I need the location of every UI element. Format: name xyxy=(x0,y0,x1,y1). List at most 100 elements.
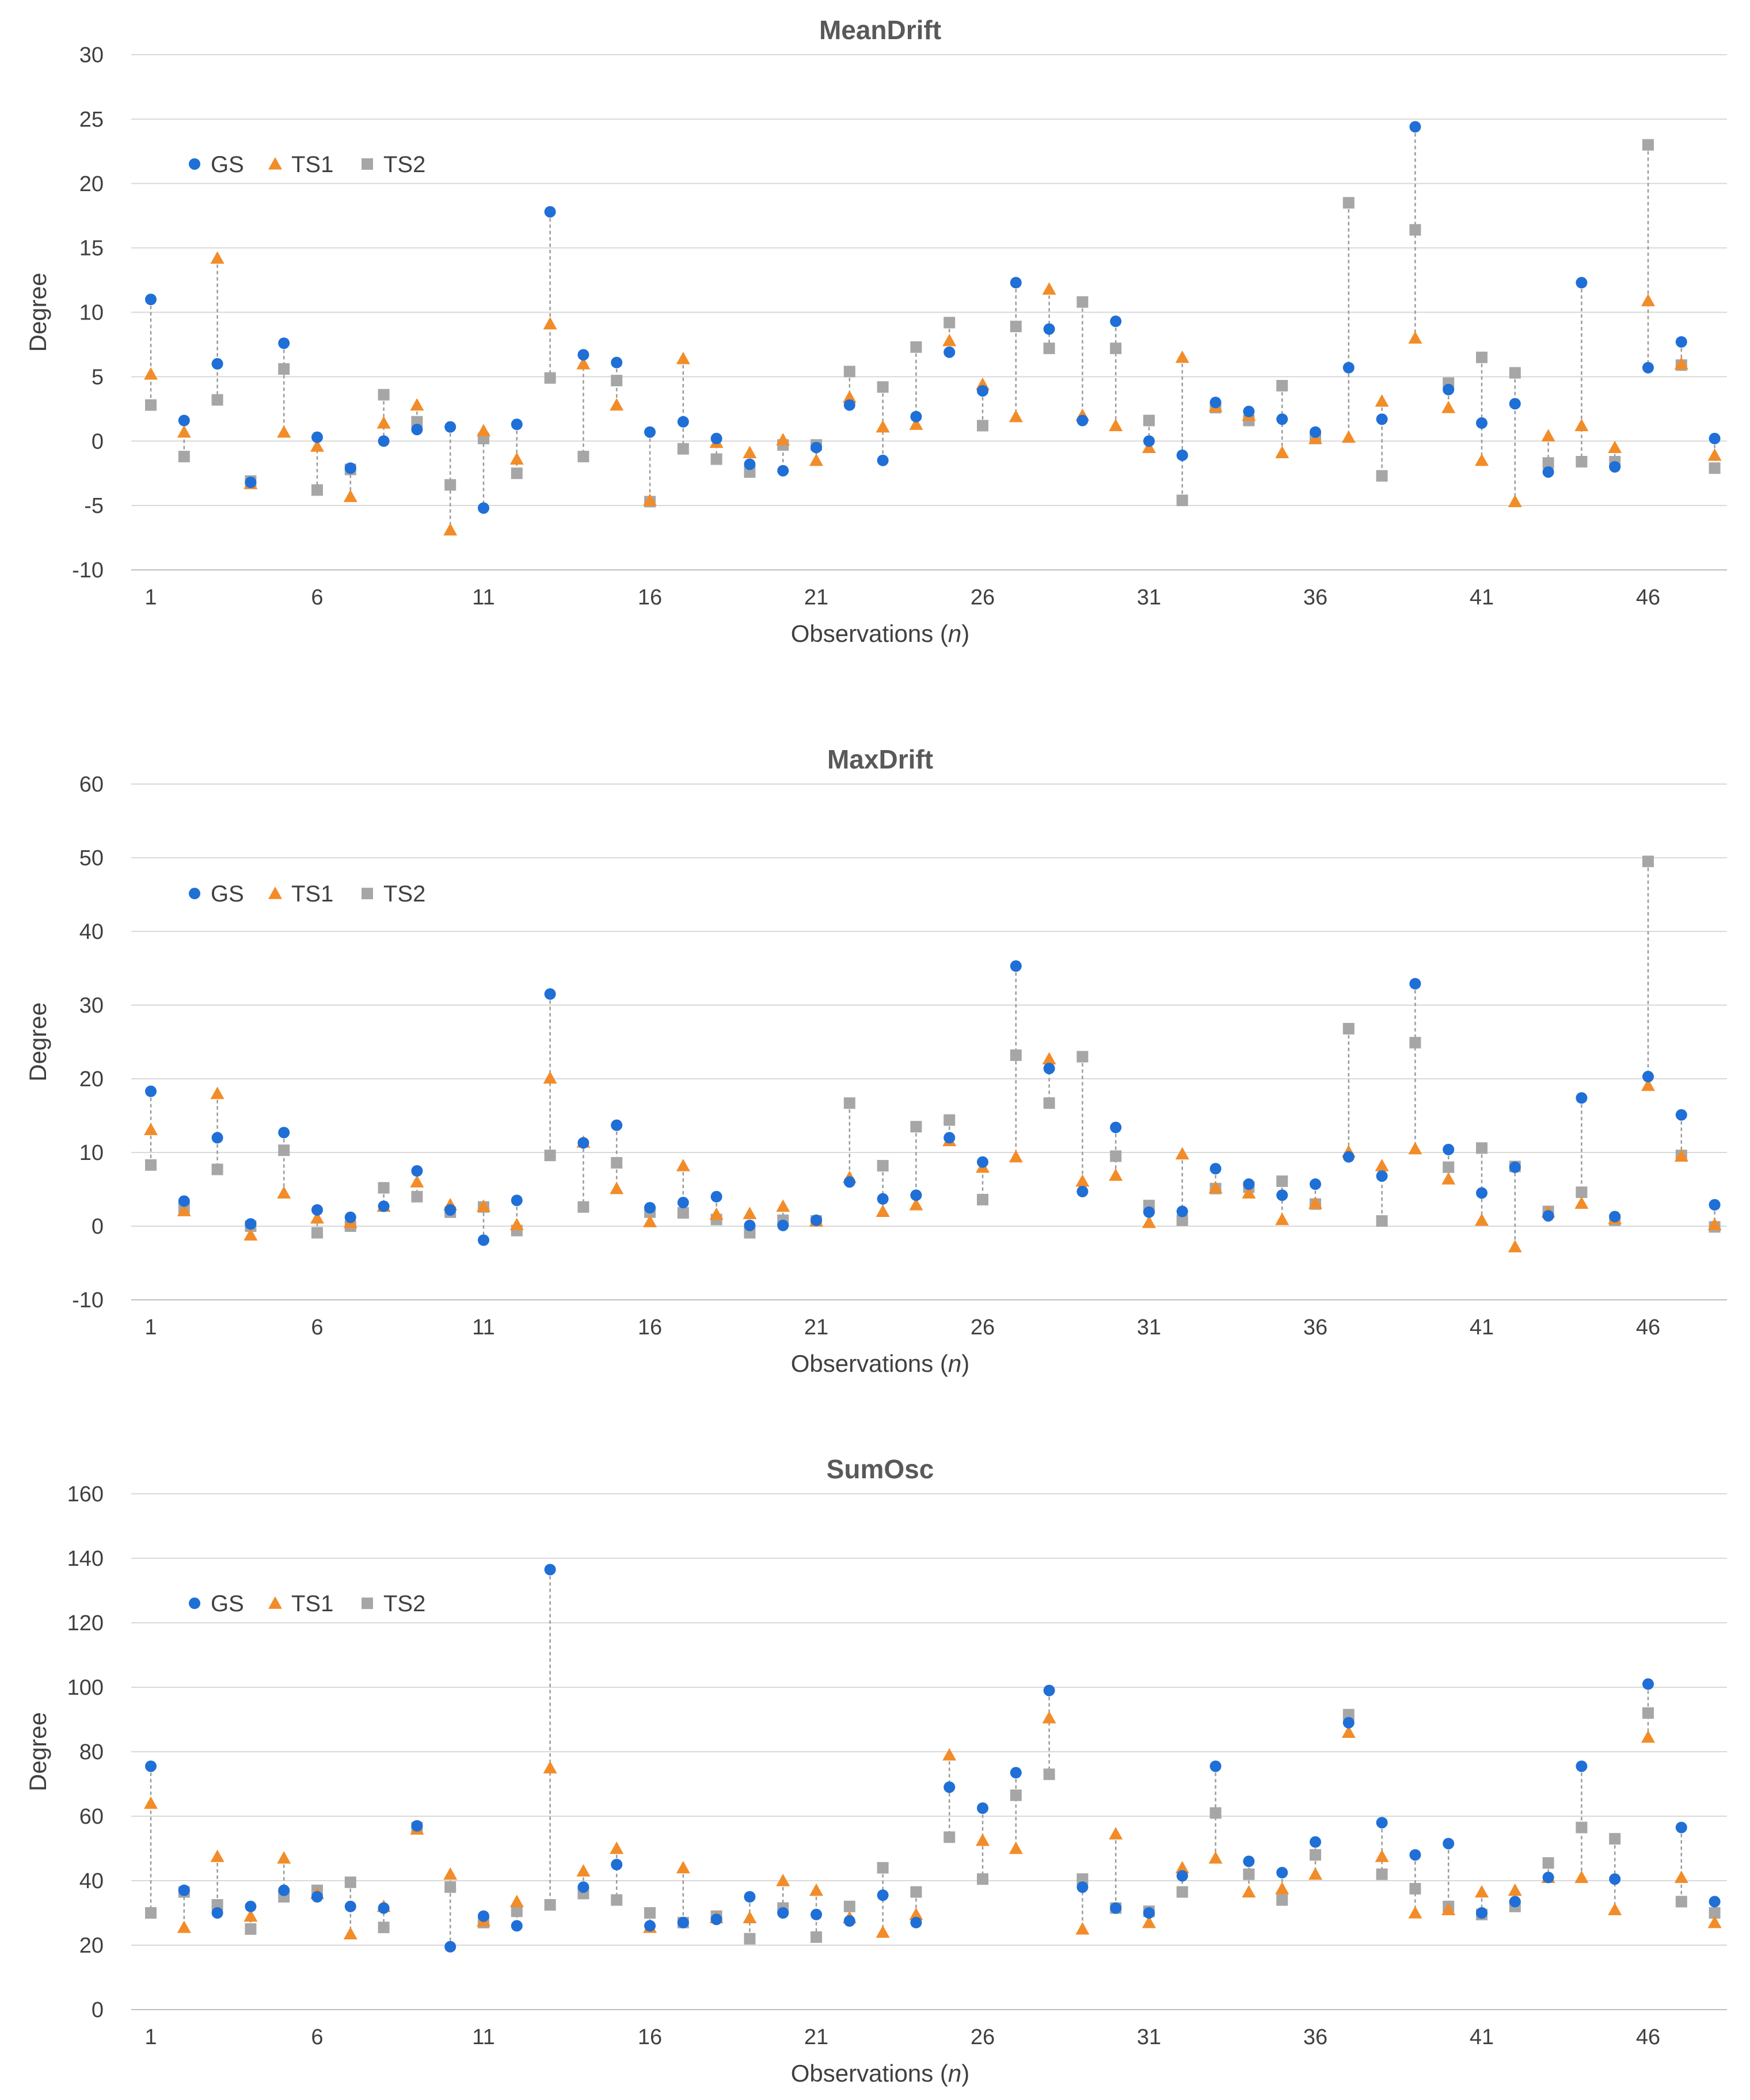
point-ts2 xyxy=(444,479,456,491)
x-tick-label: 21 xyxy=(804,2025,828,2049)
point-ts2 xyxy=(1409,1883,1421,1894)
x-tick-label: 36 xyxy=(1303,1315,1327,1340)
point-ts1 xyxy=(1674,1870,1688,1883)
point-gs xyxy=(511,1920,523,1932)
point-ts1 xyxy=(1641,1730,1655,1743)
point-gs xyxy=(944,1781,956,1793)
point-ts1 xyxy=(477,424,490,436)
point-gs xyxy=(1476,417,1488,429)
point-ts2 xyxy=(1709,462,1721,474)
point-ts1 xyxy=(1375,1850,1389,1862)
point-ts2 xyxy=(1176,1886,1188,1898)
x-tick-label: 1 xyxy=(144,1315,157,1340)
point-ts2 xyxy=(977,1193,988,1205)
point-gs xyxy=(411,424,423,436)
point-gs xyxy=(378,1200,390,1212)
y-tick-label: 10 xyxy=(79,301,104,325)
point-ts2 xyxy=(1176,494,1188,507)
point-gs xyxy=(577,1881,589,1893)
point-gs xyxy=(877,1889,889,1901)
point-ts1 xyxy=(210,1086,225,1100)
point-gs xyxy=(877,1193,889,1205)
point-ts1 xyxy=(1475,1213,1489,1226)
point-ts1 xyxy=(1707,448,1722,461)
legend-label-ts1: TS1 xyxy=(291,152,333,177)
point-gs xyxy=(478,1234,489,1246)
point-ts2 xyxy=(311,484,323,496)
point-gs xyxy=(710,1913,722,1926)
x-axis-label: Observations (n) xyxy=(791,620,969,647)
point-ts2 xyxy=(511,1905,523,1918)
point-ts2 xyxy=(843,1097,855,1109)
point-ts2 xyxy=(1076,1051,1089,1063)
point-gs xyxy=(444,1204,456,1216)
x-tick-label: 21 xyxy=(804,1315,828,1340)
point-ts2 xyxy=(944,1114,956,1126)
point-ts2 xyxy=(577,451,589,463)
point-ts2 xyxy=(1010,321,1022,333)
point-ts1 xyxy=(743,1911,757,1923)
point-gs xyxy=(910,410,922,423)
point-ts1 xyxy=(1508,494,1522,508)
point-ts1 xyxy=(776,433,790,446)
point-gs xyxy=(1609,1873,1621,1885)
point-gs xyxy=(811,1214,822,1226)
point-ts2 xyxy=(611,375,623,387)
point-gs xyxy=(744,1891,756,1903)
point-gs xyxy=(1642,1678,1654,1690)
x-tick-label: 36 xyxy=(1303,2025,1327,2049)
point-gs xyxy=(1176,1870,1188,1882)
point-ts2 xyxy=(877,381,889,393)
point-gs xyxy=(511,419,523,431)
point-ts2 xyxy=(1642,139,1654,151)
point-gs xyxy=(577,349,589,361)
point-ts2 xyxy=(677,1207,689,1219)
point-gs xyxy=(344,462,356,474)
point-ts2 xyxy=(611,1156,623,1169)
point-ts2 xyxy=(1043,343,1055,355)
point-ts1 xyxy=(709,1207,724,1220)
point-ts2 xyxy=(1576,456,1588,468)
point-gs xyxy=(544,988,556,1000)
point-ts1 xyxy=(876,420,890,433)
point-ts2 xyxy=(278,1144,290,1156)
point-gs xyxy=(710,1190,722,1203)
point-ts1 xyxy=(343,1927,357,1939)
point-gs xyxy=(1276,1867,1288,1878)
point-ts1 xyxy=(443,523,458,536)
point-ts1 xyxy=(543,317,557,330)
x-tick-label: 11 xyxy=(472,2025,494,2049)
point-ts2 xyxy=(1176,1214,1188,1226)
point-gs xyxy=(1542,1871,1554,1884)
point-ts2 xyxy=(710,453,722,465)
point-ts1 xyxy=(610,1181,624,1194)
point-gs xyxy=(677,1916,689,1928)
point-ts2 xyxy=(1476,351,1488,363)
x-tick-label: 41 xyxy=(1470,585,1494,610)
point-ts1 xyxy=(743,1207,757,1219)
point-ts1 xyxy=(809,1883,823,1896)
legend-label-ts2: TS2 xyxy=(383,152,425,177)
point-ts2 xyxy=(1476,1142,1488,1154)
point-gs xyxy=(1342,362,1355,374)
point-gs xyxy=(1143,1907,1155,1919)
point-gs xyxy=(777,465,789,477)
point-ts1 xyxy=(509,1218,524,1231)
legend-label-ts2: TS2 xyxy=(383,1591,425,1616)
x-tick-label: 11 xyxy=(472,585,494,610)
point-ts2 xyxy=(977,1873,988,1885)
point-ts1 xyxy=(1242,1186,1256,1199)
point-gs xyxy=(1176,1205,1188,1218)
point-gs xyxy=(1509,1161,1521,1173)
legend-marker-gs xyxy=(189,1597,200,1610)
point-gs xyxy=(278,337,290,349)
point-gs xyxy=(1542,1210,1554,1222)
point-gs xyxy=(1409,1849,1421,1861)
point-ts2 xyxy=(977,420,988,432)
point-gs xyxy=(611,1119,623,1131)
point-ts2 xyxy=(744,1932,756,1945)
legend-label-ts1: TS1 xyxy=(291,881,333,907)
point-ts2 xyxy=(843,366,855,378)
y-tick-label: 160 xyxy=(67,1482,104,1506)
